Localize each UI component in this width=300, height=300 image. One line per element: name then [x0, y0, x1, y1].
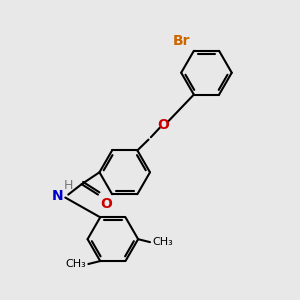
Text: N: N	[52, 189, 64, 203]
Text: H: H	[64, 178, 73, 192]
Text: O: O	[158, 118, 169, 132]
Text: CH₃: CH₃	[152, 237, 173, 247]
Text: O: O	[100, 197, 112, 211]
Text: CH₃: CH₃	[65, 259, 86, 269]
Text: Br: Br	[173, 34, 190, 49]
